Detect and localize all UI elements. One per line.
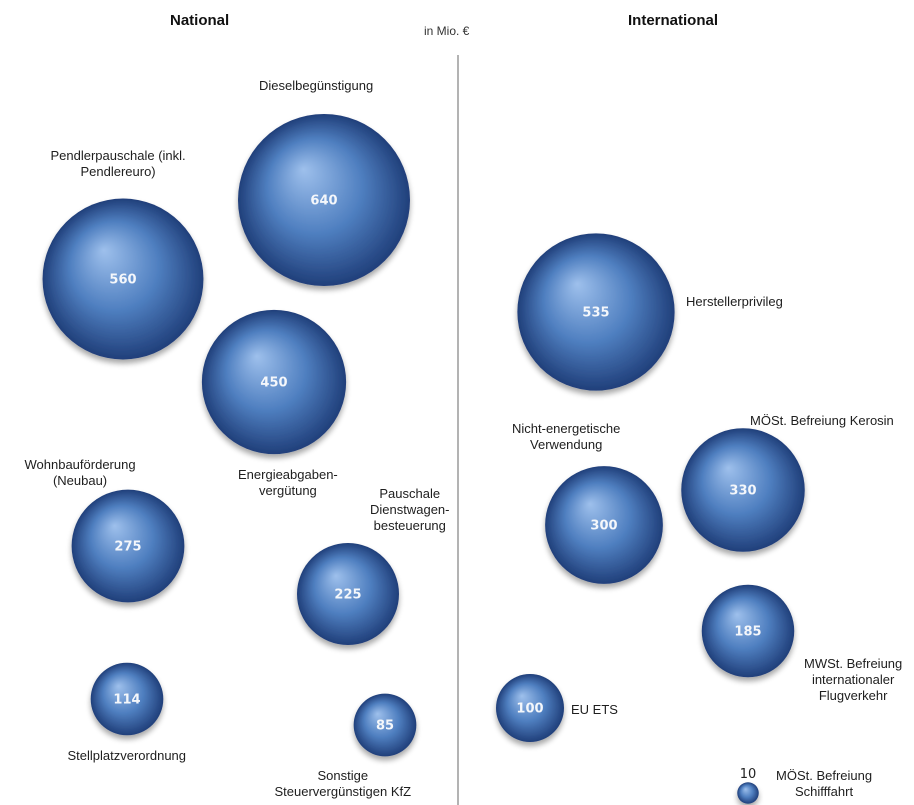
bubble-energieabgaben-vergütung bbox=[201, 309, 347, 455]
bubble-value-herstellerprivileg: 535 bbox=[582, 306, 609, 321]
bubble-label-energieabgaben-vergütung: Energieabgaben- vergütung bbox=[238, 467, 338, 498]
bubble-value-sonstige-steuervergünstigen-kfz: 85 bbox=[376, 719, 394, 734]
bubble-value-energieabgaben-vergütung: 450 bbox=[260, 376, 287, 391]
bubble-stellplatzverordnung bbox=[90, 662, 164, 736]
bubble-value-eu-ets: 100 bbox=[516, 702, 543, 717]
bubble-value-mwst-befreiung-internationaler-flugverkehr: 185 bbox=[734, 625, 761, 640]
bubble-label-herstellerprivileg: Herstellerprivileg bbox=[686, 294, 783, 309]
bubble-label-möst-befreiung-kerosin: MÖSt. Befreiung Kerosin bbox=[750, 413, 894, 428]
bubble-pendlerpauschale-inkl-pendlereuro bbox=[42, 198, 204, 360]
bubble-wohnbauförderung-neubau bbox=[71, 489, 185, 603]
bubble-label-pauschale-dienstwagen-besteuerung: Pauschale Dienstwagen- besteuerung bbox=[370, 486, 450, 533]
bubble-label-eu-ets: EU ETS bbox=[571, 702, 618, 717]
bubble-label-stellplatzverordnung: Stellplatzverordnung bbox=[67, 748, 187, 763]
bubble-group: 640 560 450 275 225 114 85 535 330 300 185 100 10 bbox=[42, 114, 805, 804]
bubble-möst-befreiung-kerosin bbox=[681, 428, 805, 552]
bubble-value-nicht-energetische-verwendung: 300 bbox=[590, 519, 617, 534]
national-title: National bbox=[170, 12, 230, 29]
bubble-value-möst-befreiung-kerosin: 330 bbox=[729, 484, 756, 499]
bubble-möst-befreiung-schifffahrt bbox=[737, 782, 759, 804]
bubble-value-stellplatzverordnung: 114 bbox=[113, 693, 140, 708]
bubble-sonstige-steuervergünstigen-kfz bbox=[353, 693, 417, 757]
bubble-value-dieselbegünstigung: 640 bbox=[310, 194, 337, 209]
bubble-label-pendlerpauschale-inkl-pendlereuro: Pendlerpauschale (inkl. Pendlereuro) bbox=[50, 148, 186, 179]
bubble-pauschale-dienstwagen-besteuerung bbox=[297, 543, 399, 645]
bubble-nicht-energetische-verwendung bbox=[545, 466, 663, 584]
bubble-dieselbegünstigung bbox=[238, 114, 410, 286]
bubble-value-pendlerpauschale-inkl-pendlereuro: 560 bbox=[109, 273, 136, 288]
international-title: International bbox=[628, 12, 719, 29]
bubble-value-pauschale-dienstwagen-besteuerung: 225 bbox=[334, 588, 361, 603]
bubble-label-sonstige-steuervergünstigen-kfz: Sonstige Steuervergünstigen KfZ bbox=[274, 768, 412, 799]
unit-label: in Mio. € bbox=[424, 24, 470, 38]
bubble-herstellerprivileg bbox=[517, 233, 675, 391]
bubble-mwst-befreiung-internationaler-flugverkehr bbox=[701, 584, 795, 678]
bubble-value-wohnbauförderung-neubau: 275 bbox=[114, 540, 141, 555]
bubble-value-möst-befreiung-schifffahrt: 10 bbox=[740, 767, 757, 782]
bubble-label-mwst-befreiung-internationaler-flugverkehr: MWSt. Befreiung internationaler Flugverk… bbox=[804, 656, 903, 703]
bubble-label-nicht-energetische-verwendung: Nicht-energetische Verwendung bbox=[512, 421, 621, 452]
bubble-label-wohnbauförderung-neubau: Wohnbauförderung (Neubau) bbox=[24, 457, 136, 488]
bubble-eu-ets bbox=[496, 674, 564, 742]
bubble-label-möst-befreiung-schifffahrt: MÖSt. Befreiung Schifffahrt bbox=[776, 768, 873, 799]
bubble-label-dieselbegünstigung: Dieselbegünstigung bbox=[259, 78, 374, 93]
